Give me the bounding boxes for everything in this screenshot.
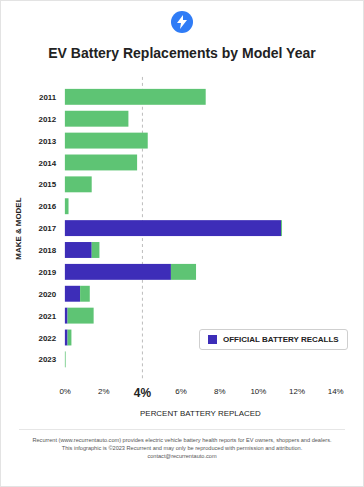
html-text:This infographic is ©2023 Recu: This infographic is ©2023 Recurrent and …	[61, 445, 303, 452]
svg-text:4%: 4%	[134, 386, 152, 400]
svg-text:14%: 14%	[328, 387, 344, 396]
svg-text:2016: 2016	[39, 202, 57, 211]
svg-text:2019: 2019	[39, 268, 57, 277]
svg-text:2012: 2012	[39, 115, 57, 124]
svg-text:2%: 2%	[98, 387, 109, 396]
svg-text:2018: 2018	[39, 246, 57, 255]
svg-text:2021: 2021	[39, 312, 57, 321]
svg-text:8%: 8%	[214, 387, 225, 396]
svg-text:2023: 2023	[39, 355, 57, 364]
svg-text:2011: 2011	[39, 93, 57, 102]
svg-text:2017: 2017	[39, 224, 57, 233]
svg-text:12%: 12%	[289, 387, 305, 396]
svg-text:PERCENT BATTERY REPLACED: PERCENT BATTERY REPLACED	[140, 409, 261, 418]
svg-text:2015: 2015	[39, 180, 57, 189]
svg-text:MAKE & MODEL: MAKE & MODEL	[14, 197, 23, 259]
html-text:EV Battery Replacements by Mod: EV Battery Replacements by Model Year	[48, 45, 316, 61]
html-text:OFFICIAL BATTERY RECALLS: OFFICIAL BATTERY RECALLS	[223, 335, 339, 344]
svg-text:10%: 10%	[250, 387, 266, 396]
svg-text:2014: 2014	[39, 159, 57, 168]
svg-text:2013: 2013	[39, 137, 57, 146]
html-text:Recurrent (www.recurrentauto.c: Recurrent (www.recurrentauto.com) provid…	[32, 437, 332, 443]
svg-text:6%: 6%	[175, 387, 186, 396]
html-text:contact@recurrentauto.com: contact@recurrentauto.com	[147, 453, 217, 460]
svg-text:2020: 2020	[39, 290, 57, 299]
svg-text:0%: 0%	[59, 387, 70, 396]
svg-text:2022: 2022	[39, 334, 57, 343]
